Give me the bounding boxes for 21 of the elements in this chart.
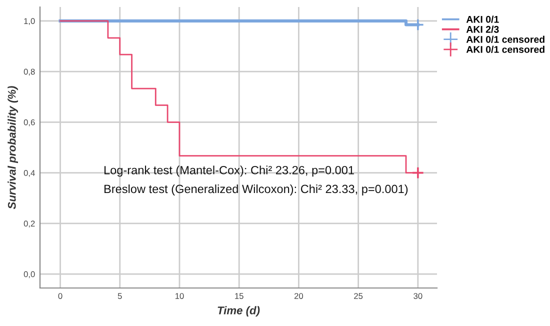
x-tick-label: 30 bbox=[414, 293, 422, 299]
x-tick-label: 10 bbox=[175, 293, 184, 299]
y-tick-label: 0,0 bbox=[24, 271, 35, 278]
y-tick-label: 0,6 bbox=[24, 119, 35, 126]
y-tick-label: 0,4 bbox=[24, 170, 35, 177]
x-tick-label: 15 bbox=[235, 293, 244, 299]
x-axis-title: Time (d) bbox=[218, 306, 260, 317]
y-tick-label: 1,0 bbox=[24, 18, 35, 26]
y-axis-title: Survival probability (%) bbox=[8, 86, 18, 210]
legend-label: AKI 2/3 bbox=[466, 26, 499, 33]
x-tick-label: 5 bbox=[118, 293, 122, 299]
legend-label: AKI 0/1 censored bbox=[466, 46, 544, 53]
x-tick-label: 0 bbox=[58, 293, 62, 299]
legend-label: AKI 0/1 censored bbox=[466, 36, 544, 43]
annotation: Breslow test (Generalized Wilcoxon): Chi² 23.33, p=0.001) bbox=[104, 184, 408, 196]
y-tick-label: 0,2 bbox=[24, 220, 35, 228]
x-tick-label: 20 bbox=[294, 293, 304, 299]
annotation: Log-rank test (Mantel-Cox): Chi² 23.26, p=0.001 bbox=[104, 166, 354, 177]
x-tick-label: 25 bbox=[354, 293, 363, 299]
legend-label: AKI 0/1 bbox=[466, 16, 499, 23]
y-tick-label: 0,8 bbox=[24, 68, 35, 76]
